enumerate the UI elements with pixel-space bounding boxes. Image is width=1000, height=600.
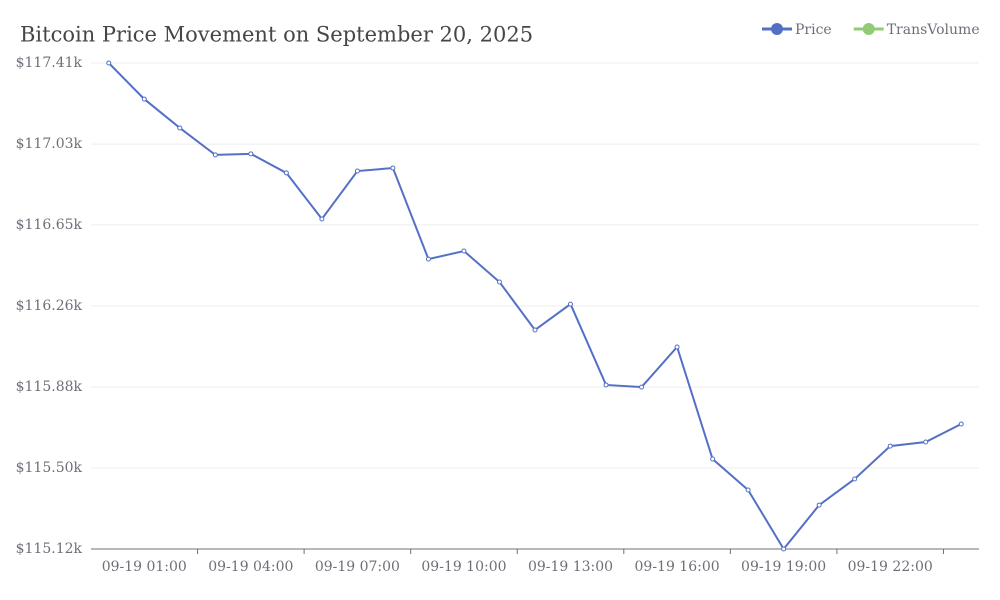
legend-dot	[771, 23, 783, 35]
point	[816, 502, 822, 508]
point	[568, 301, 574, 307]
point	[639, 384, 645, 390]
x-tick-label: 09-19 22:00	[848, 559, 933, 575]
y-tick-label: $115.12k	[16, 541, 83, 557]
point	[390, 165, 396, 171]
x-tick-label: 09-19 13:00	[528, 559, 613, 575]
point	[852, 476, 858, 482]
x-tick-label: 09-19 01:00	[102, 559, 187, 575]
y-tick-label: $117.03k	[16, 136, 83, 152]
point	[532, 327, 538, 333]
point	[603, 382, 609, 388]
x-tick-label: 09-19 07:00	[315, 559, 400, 575]
x-tick-label: 09-19 16:00	[635, 559, 720, 575]
legend-label: Price	[795, 22, 832, 38]
x-tick-label: 09-19 04:00	[208, 559, 293, 575]
point	[958, 421, 964, 427]
point	[248, 151, 254, 157]
point	[106, 60, 112, 66]
y-tick-label: $115.88k	[16, 379, 83, 395]
y-tick-label: $117.41k	[16, 55, 83, 71]
point	[283, 170, 289, 176]
point	[674, 344, 680, 350]
point	[887, 443, 893, 449]
point	[319, 216, 325, 222]
point	[461, 248, 467, 254]
point	[141, 96, 147, 102]
point	[923, 439, 929, 445]
y-tick-label: $116.26k	[16, 298, 83, 314]
legend-dot	[862, 23, 875, 35]
y-tick-label: $115.50k	[16, 460, 83, 476]
x-tick-label: 09-19 19:00	[741, 559, 826, 575]
point	[212, 152, 218, 158]
chart-title: Bitcoin Price Movement on September 20, …	[20, 23, 533, 47]
legend-label: TransVolume	[887, 22, 980, 38]
point	[425, 256, 431, 262]
x-tick-label: 09-19 10:00	[421, 559, 506, 575]
point	[354, 168, 360, 174]
point	[745, 487, 751, 493]
point	[177, 125, 183, 131]
point	[710, 456, 716, 462]
point	[496, 279, 502, 285]
y-tick-label: $116.65k	[16, 217, 83, 233]
point	[781, 546, 787, 552]
